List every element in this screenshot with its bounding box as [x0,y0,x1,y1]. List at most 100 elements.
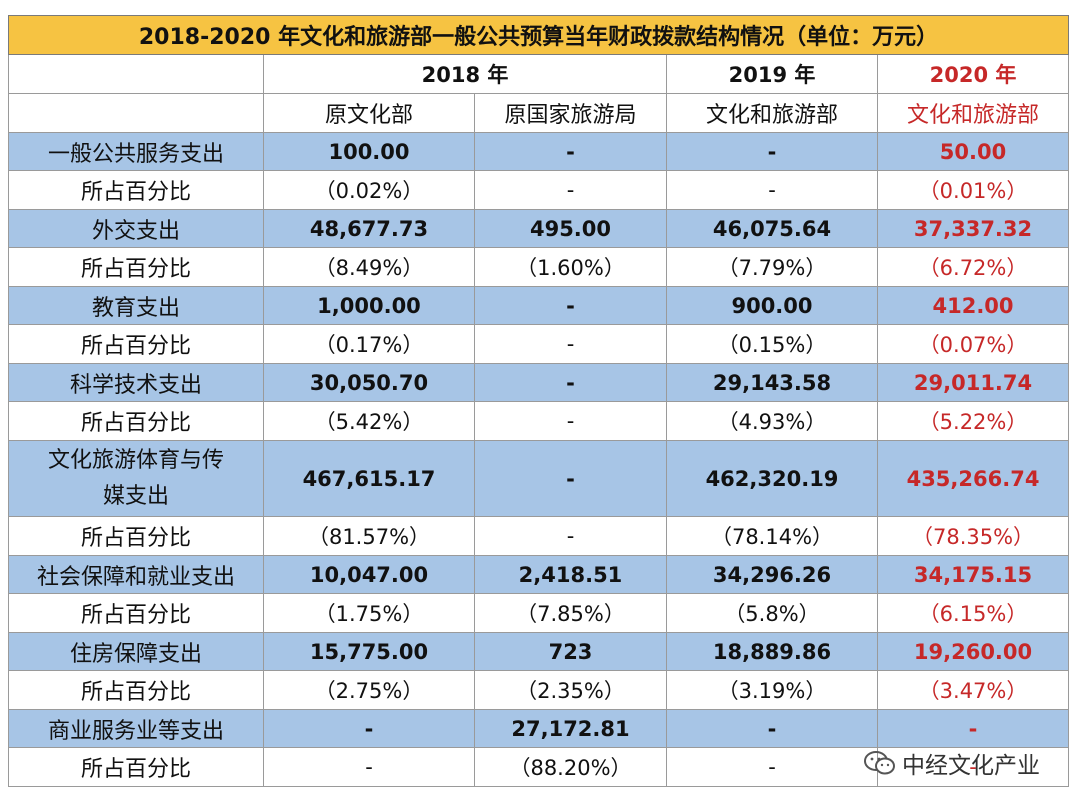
percentage-label: 所占百分比 [8,747,264,787]
expense-category-row: 文化旅游体育与传媒支出 467,615.17-462,320.19 435,266.… [8,440,1070,517]
amount-cell-2018-tourism: 495.00 [474,209,667,248]
percentage-cell-2018-culture: - [263,747,475,787]
amount-cell-2019: 34,296.26 [666,555,878,594]
amount-cell-2019: 900.00 [666,286,878,325]
amount-cell-2020: 19,260.00 [876,632,1070,671]
percentage-row: 所占百分比 （8.49%） （1.60%） （7.79%） （6.72%） [8,247,1070,287]
amount-cell-2020: - [876,709,1070,748]
dept-header-row: 原文化部 原国家旅游局 文化和旅游部 文化和旅游部 [8,93,1070,133]
percentage-cell-2018-tourism: （2.35%） [474,670,667,710]
amount-cell-2020: 412.00 [876,286,1070,325]
percentage-label: 所占百分比 [8,324,264,364]
percentage-cell-2020: （6.72%） [876,247,1070,287]
amount-cell-2018-tourism: - [474,363,667,402]
percentage-cell-2019: - [666,747,878,787]
percentage-label: 所占百分比 [8,516,264,556]
percentage-cell-2018-tourism: （1.60%） [474,247,667,287]
percentage-cell-2020: （6.15%） [876,593,1070,633]
watermark-text: 中经文化产业 [902,753,1040,779]
amount-cell-2020: 34,175.15 [876,555,1070,594]
percentage-label: 所占百分比 [8,670,264,710]
expense-category-row: 一般公共服务支出 100.00- -50.00 [8,132,1070,171]
percentage-cell-2020: （3.47%） [876,670,1070,710]
percentage-cell-2018-culture: （1.75%） [263,593,475,633]
dept-header-tourism: 原国家旅游局 [474,93,667,133]
amount-cell-2018-culture: - [263,709,475,748]
percentage-cell-2020: （5.22%） [876,401,1070,441]
amount-cell-2018-tourism: - [474,132,667,171]
amount-cell-2019: 46,075.64 [666,209,878,248]
corner-cell [8,54,264,94]
wechat-icon [864,751,895,775]
dept-header-2019: 文化和旅游部 [666,93,878,133]
amount-cell-2018-tourism: 723 [474,632,667,671]
percentage-cell-2018-culture: （5.42%） [263,401,475,441]
percentage-cell-2018-culture: （0.17%） [263,324,475,364]
percentage-cell-2018-tourism: （88.20%） [474,747,667,787]
percentage-cell-2019: - [666,170,878,210]
percentage-cell-2018-tourism: - [474,170,667,210]
percentage-row: 所占百分比 （0.17%） - （0.15%） （0.07%） [8,324,1070,364]
percentage-cell-2019: （3.19%） [666,670,878,710]
percentage-cell-2019: （4.93%） [666,401,878,441]
percentage-cell-2018-culture: （2.75%） [263,670,475,710]
amount-cell-2018-culture: 30,050.70 [263,363,475,402]
percentage-label: 所占百分比 [8,247,264,287]
percentage-cell-2018-tourism: - [474,516,667,556]
table-title: 2018-2020 年文化和旅游部一般公共预算当年财政拨款结构情况（单位：万元） [7,15,1070,55]
category-label: 教育支出 [8,286,264,325]
category-label: 一般公共服务支出 [8,132,264,171]
amount-cell-2019: - [666,709,878,748]
amount-cell-2018-tourism: - [474,440,667,517]
amount-cell-2018-culture: 1,000.00 [263,286,475,325]
percentage-row: 所占百分比 （81.57%） - （78.14%） （78.35%） [8,516,1070,556]
amount-cell-2018-tourism: - [474,286,667,325]
percentage-cell-2018-tourism: - [474,401,667,441]
amount-cell-2020: 37,337.32 [876,209,1070,248]
category-label: 文化旅游体育与传媒支出 [8,440,264,517]
percentage-cell-2020: （0.01%） [876,170,1070,210]
percentage-cell-2019: （78.14%） [666,516,878,556]
amount-cell-2018-culture: 100.00 [263,132,475,171]
year-2019-header: 2019 年 [666,54,878,94]
percentage-row: 所占百分比 （0.02%） - - （0.01%） [8,170,1070,210]
category-label: 外交支出 [8,209,264,248]
year-header-row: 2018 年 2019 年 2020 年 [8,54,1070,94]
percentage-cell-2020: （78.35%） [876,516,1070,556]
table-body: 一般公共服务支出 100.00- -50.00 所占百分比 （0.02%） - - （0.01… [8,132,1070,787]
percentage-row: 所占百分比 - （88.20%） - - [8,747,1070,787]
percentage-cell-2018-tourism: - [474,324,667,364]
percentage-label: 所占百分比 [8,593,264,633]
amount-cell-2020: 435,266.74 [876,440,1070,517]
percentage-cell-2018-culture: （8.49%） [263,247,475,287]
expense-category-row: 住房保障支出 15,775.00 723 18,889.86 19,260.00 [8,632,1070,671]
year-2018-header: 2018 年 [263,54,667,94]
percentage-cell-2019: （5.8%） [666,593,878,633]
expense-category-row: 外交支出 48,677.73 495.00 46,075.64 37,337.32 [8,209,1070,248]
percentage-cell-2019: （7.79%） [666,247,878,287]
category-label: 社会保障和就业支出 [8,555,264,594]
expense-category-row: 教育支出 1,000.00-900.00 412.00 [8,286,1070,325]
source-watermark: 中经文化产业 [864,746,1040,780]
corner-cell [8,93,264,133]
amount-cell-2019: 18,889.86 [666,632,878,671]
expense-category-row: 商业服务业等支出 -27,172.81- - [8,709,1070,748]
amount-cell-2018-culture: 48,677.73 [263,209,475,248]
percentage-cell-2018-tourism: （7.85%） [474,593,667,633]
category-label: 商业服务业等支出 [8,709,264,748]
amount-cell-2020: 29,011.74 [876,363,1070,402]
category-label: 科学技术支出 [8,363,264,402]
amount-cell-2019: 29,143.58 [666,363,878,402]
category-label: 住房保障支出 [8,632,264,671]
amount-cell-2018-tourism: 2,418.51 [474,555,667,594]
amount-cell-2019: 462,320.19 [666,440,878,517]
percentage-cell-2019: （0.15%） [666,324,878,364]
percentage-cell-2018-culture: （0.02%） [263,170,475,210]
percentage-cell-2020: - [876,747,1070,787]
expense-category-row: 科学技术支出 30,050.70-29,143.58 29,011.74 [8,363,1070,402]
amount-cell-2018-tourism: 27,172.81 [474,709,667,748]
percentage-row: 所占百分比 （2.75%） （2.35%） （3.19%） （3.47%） [8,670,1070,710]
percentage-row: 所占百分比 （1.75%） （7.85%） （5.8%） （6.15%） [8,593,1070,633]
percentage-cell-2018-culture: （81.57%） [263,516,475,556]
amount-cell-2018-culture: 10,047.00 [263,555,475,594]
